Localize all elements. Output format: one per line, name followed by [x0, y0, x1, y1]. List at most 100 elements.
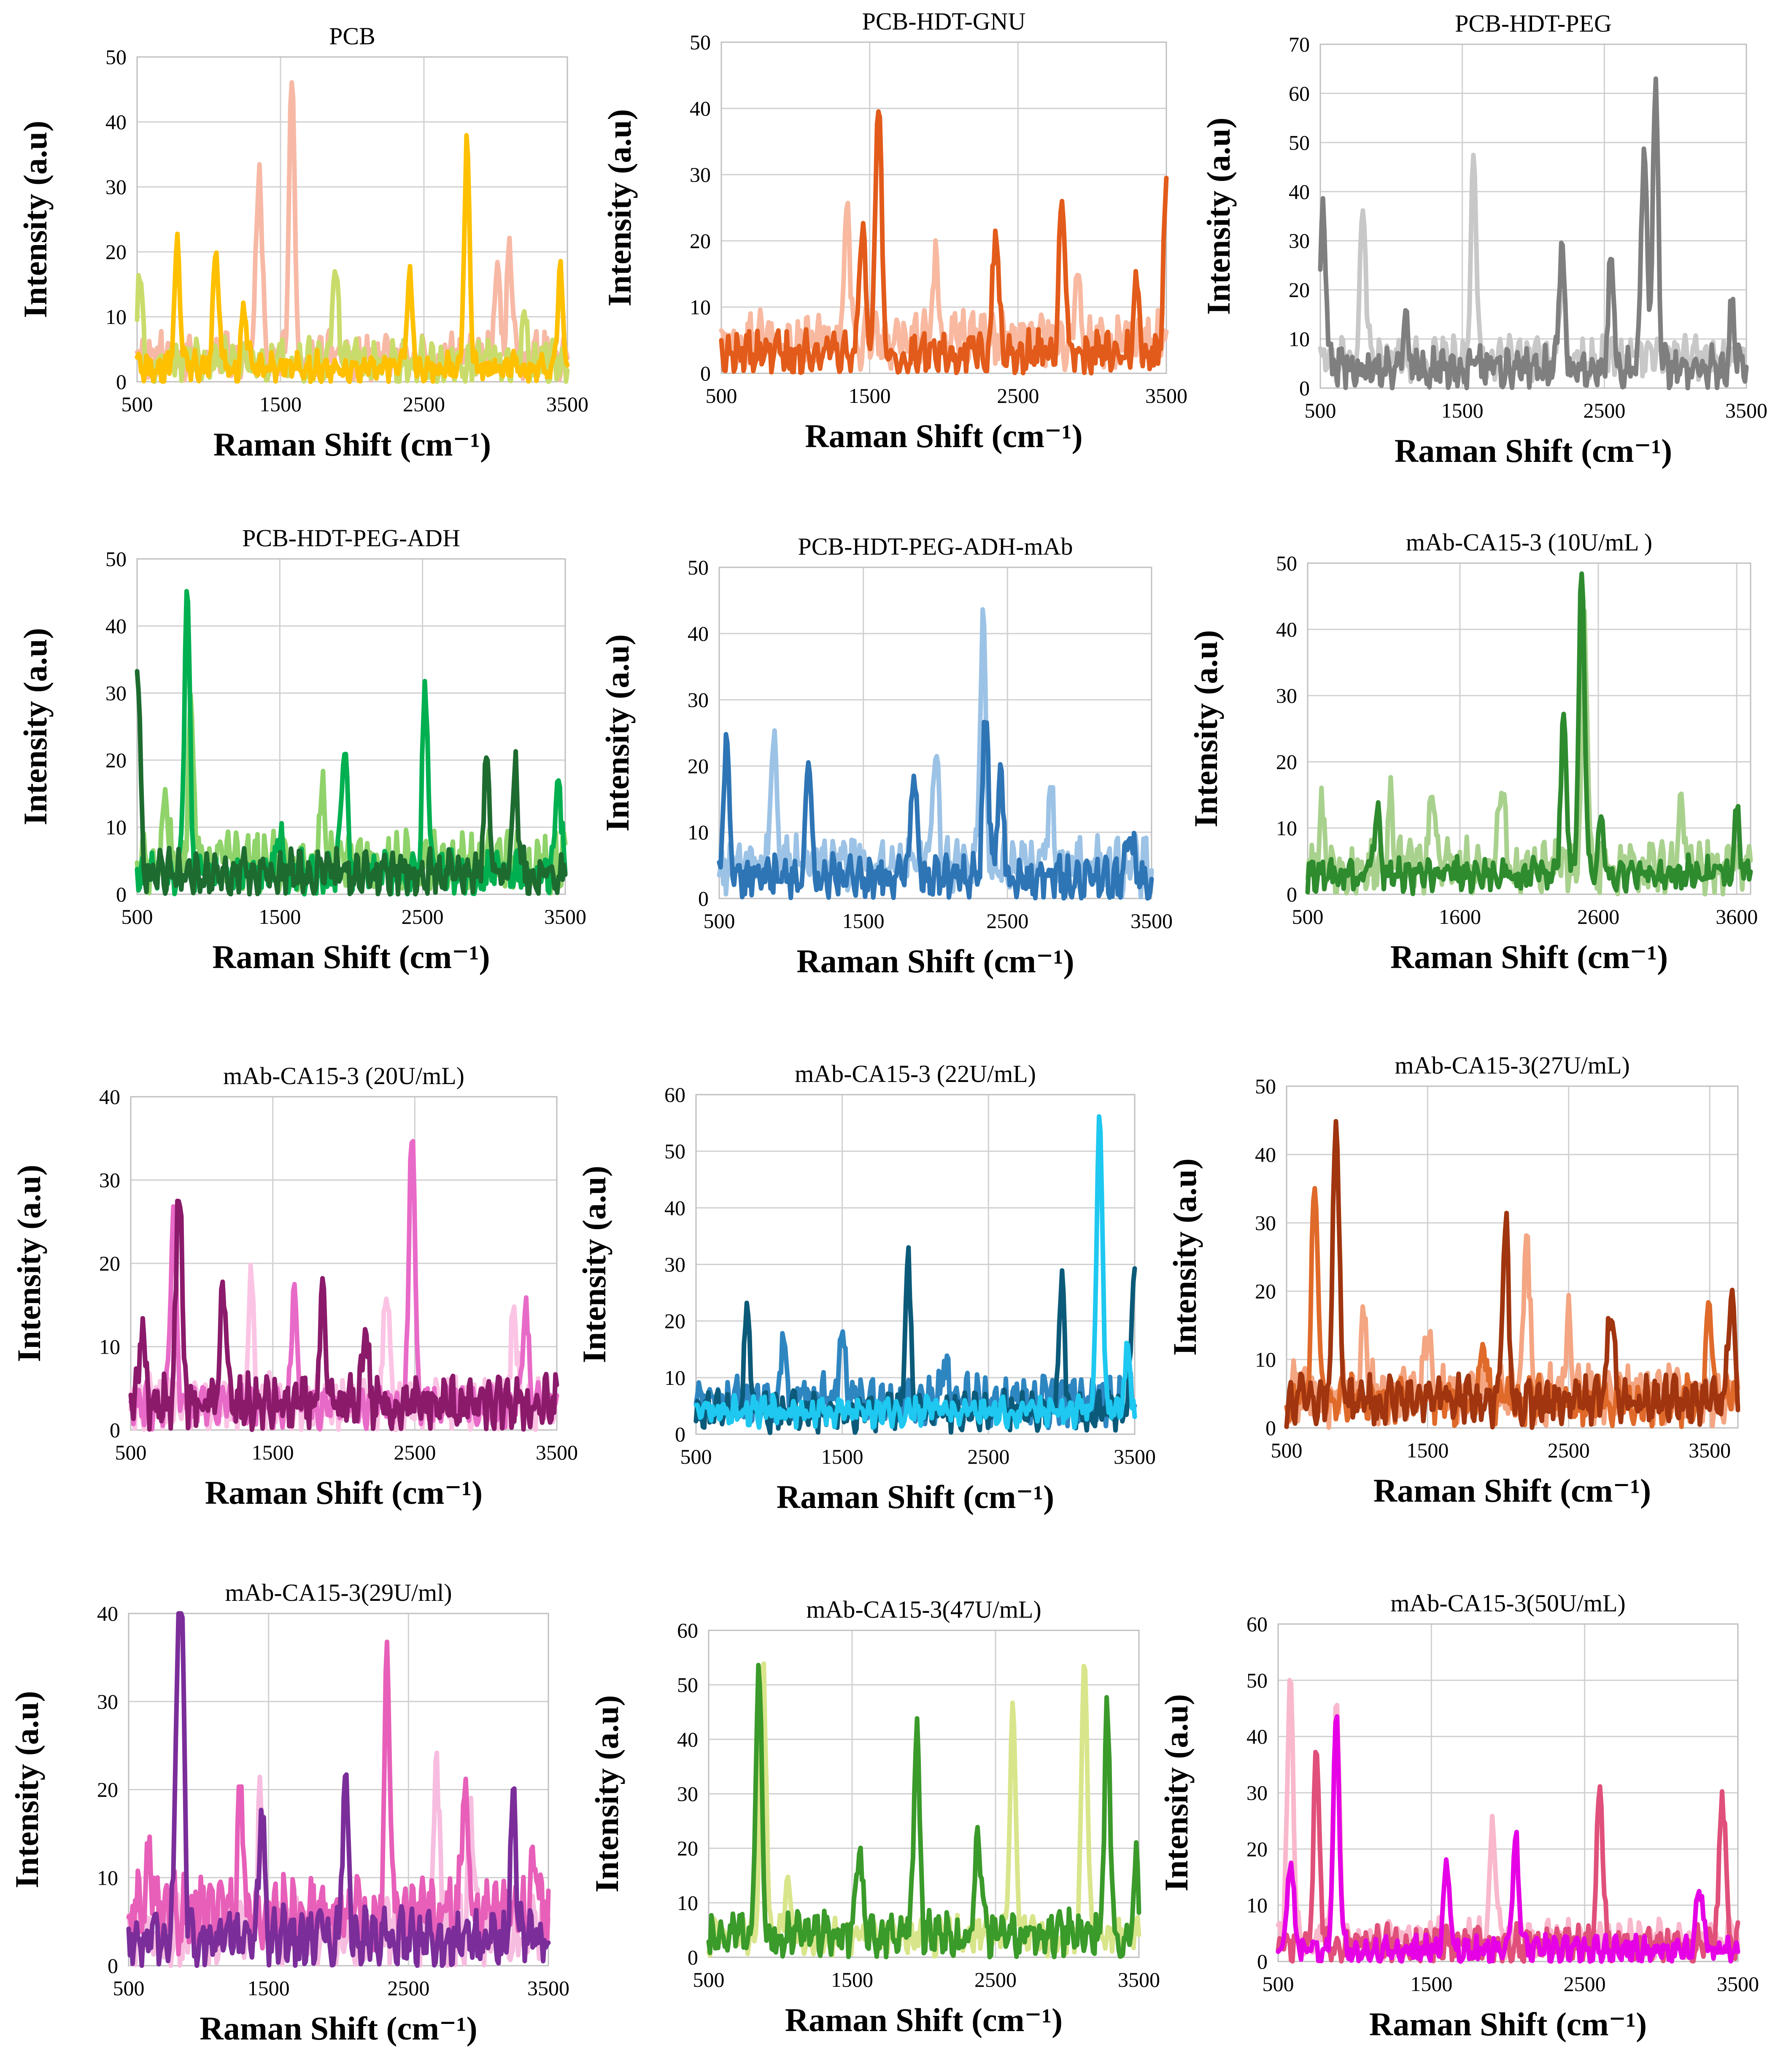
- series-line-1: [135, 80, 570, 383]
- x-axis-label: Raman Shift (cm⁻¹): [805, 418, 1082, 454]
- x-axis-label: Raman Shift (cm⁻¹): [1390, 939, 1668, 975]
- series-line-3: [1284, 1119, 1740, 1430]
- y-tick-label: 20: [1255, 1279, 1276, 1303]
- y-axis-label: Intensity (a.u): [601, 109, 638, 306]
- y-tick-label: 60: [1289, 81, 1310, 105]
- y-axis-label: Intensity (a.u): [17, 121, 54, 318]
- y-tick-label: 50: [677, 1673, 698, 1697]
- x-tick-label: 3500: [544, 905, 586, 928]
- chart-title: PCB: [329, 22, 375, 50]
- series-line-2: [717, 720, 1154, 901]
- chart-title: mAb-CA15-3 (20U/mL): [223, 1062, 464, 1090]
- chart-panel-7: mAb-CA15-3 (20U/mL) 0 10 20 30 40 500 1500 2500 3…: [11, 1062, 578, 1511]
- y-tick-label: 30: [690, 163, 711, 186]
- x-tick-label: 2500: [997, 384, 1039, 407]
- x-tick-label: 2500: [967, 1445, 1009, 1468]
- y-tick-label: 40: [688, 622, 709, 645]
- y-tick-label: 10: [677, 1891, 698, 1915]
- chart-panel-10: mAb-CA15-3(29U/ml) 0 10 20 30 40 500 1500 2500 35…: [8, 1579, 569, 2047]
- y-tick-label: 30: [1276, 684, 1297, 707]
- y-tick-label: 0: [698, 887, 709, 910]
- y-tick-label: 0: [1287, 882, 1297, 906]
- chart-title: mAb-CA15-3 (10U/mL ): [1406, 529, 1652, 556]
- series-line-1: [1318, 152, 1749, 384]
- y-axis-label: Intensity (a.u): [8, 1691, 45, 1888]
- chart-title: PCB-HDT-PEG-ADH: [242, 524, 460, 552]
- x-tick-label: 3500: [1114, 1445, 1156, 1468]
- y-tick-label: 40: [1289, 180, 1310, 203]
- y-tick-label: 10: [1289, 327, 1310, 351]
- chart-panel-5: PCB-HDT-PEG-ADH-mAb 0 10 20 30 40 50 500 1500 250…: [599, 533, 1173, 979]
- y-tick-label: 10: [1276, 816, 1297, 840]
- chart-title: mAb-CA15-3(27U/mL): [1395, 1052, 1630, 1079]
- x-tick-label: 3500: [1130, 909, 1173, 933]
- y-axis-label: Intensity (a.u): [1200, 117, 1237, 315]
- y-tick-label: 0: [688, 1945, 698, 1969]
- x-tick-label: 3500: [527, 1976, 569, 2000]
- y-tick-label: 30: [1289, 229, 1310, 253]
- y-tick-label: 20: [97, 1778, 118, 1802]
- y-tick-label: 30: [105, 175, 127, 199]
- y-tick-label: 30: [688, 688, 709, 712]
- y-tick-label: 50: [105, 45, 127, 69]
- series-line-2: [706, 1662, 1141, 1959]
- series-line-2: [1305, 571, 1753, 896]
- x-tick-label: 1500: [1410, 1972, 1452, 1996]
- x-tick-label: 2500: [1583, 399, 1625, 422]
- y-tick-label: 40: [1246, 1725, 1268, 1748]
- x-axis-label: Raman Shift (cm⁻¹): [777, 1478, 1054, 1515]
- x-axis-label: Raman Shift (cm⁻¹): [200, 2010, 477, 2047]
- x-axis-label: Raman Shift (cm⁻¹): [1395, 432, 1672, 469]
- y-tick-label: 70: [1289, 32, 1310, 56]
- x-tick-label: 3500: [1118, 1968, 1160, 1991]
- x-tick-label: 1500: [1406, 1438, 1449, 1462]
- y-tick-label: 0: [675, 1422, 685, 1446]
- y-tick-label: 10: [1255, 1348, 1276, 1371]
- y-tick-label: 50: [1255, 1074, 1276, 1098]
- x-tick-label: 500: [1263, 1972, 1294, 1996]
- y-tick-label: 20: [1246, 1837, 1268, 1861]
- y-tick-label: 50: [1276, 551, 1297, 575]
- y-tick-label: 0: [108, 1954, 118, 1978]
- chart-panel-9: mAb-CA15-3(27U/mL) 0 10 20 30 40 50 500 1500 2500…: [1166, 1052, 1740, 1509]
- y-tick-label: 20: [1289, 278, 1310, 302]
- x-tick-label: 2500: [394, 1441, 436, 1464]
- x-tick-label: 500: [115, 1441, 147, 1464]
- x-tick-label: 1500: [252, 1441, 294, 1464]
- x-tick-label: 1500: [248, 1976, 290, 2000]
- y-tick-label: 10: [664, 1366, 685, 1389]
- x-tick-label: 2500: [403, 392, 445, 416]
- x-tick-label: 1500: [831, 1968, 873, 1991]
- y-tick-label: 40: [105, 110, 127, 134]
- plot-area: [1307, 562, 1751, 895]
- series-line-3: [135, 133, 570, 384]
- y-tick-label: 20: [105, 240, 127, 264]
- chart-panel-4: PCB-HDT-PEG-ADH 0 10 20 30 40 50 500 1500 2500 350…: [17, 524, 586, 975]
- x-tick-label: 500: [121, 905, 153, 928]
- x-tick-label: 500: [704, 909, 735, 933]
- x-tick-label: 1500: [842, 909, 885, 933]
- chart-panel-6: mAb-CA15-3 (10U/mL ) 0 10 20 30 40 50 500 1600 26…: [1187, 529, 1758, 975]
- x-tick-label: 1500: [259, 392, 302, 416]
- y-tick-label: 50: [690, 30, 711, 54]
- x-tick-label: 3500: [1717, 1972, 1759, 1996]
- y-tick-label: 0: [1265, 1416, 1276, 1440]
- y-tick-label: 0: [116, 882, 127, 906]
- y-tick-label: 40: [664, 1196, 685, 1219]
- x-tick-label: 500: [121, 392, 153, 416]
- y-tick-label: 60: [677, 1619, 698, 1642]
- x-axis-label: Raman Shift (cm⁻¹): [213, 426, 491, 463]
- y-tick-label: 0: [116, 370, 127, 394]
- plot-area: [718, 567, 1152, 899]
- x-tick-label: 500: [680, 1445, 712, 1468]
- y-tick-label: 10: [1246, 1894, 1268, 1917]
- y-tick-label: 20: [664, 1309, 685, 1333]
- x-axis-label: Raman Shift (cm⁻¹): [212, 939, 490, 975]
- y-tick-label: 10: [99, 1335, 120, 1359]
- chart-panel-8: mAb-CA15-3 (22U/mL) 0 10 20 30 40 50 60 500 1500 2…: [576, 1060, 1156, 1515]
- y-axis-label: Intensity (a.u): [11, 1165, 47, 1362]
- y-tick-label: 30: [99, 1168, 120, 1192]
- y-tick-label: 30: [1255, 1211, 1276, 1235]
- chart-title: mAb-CA15-3(47U/mL): [806, 1596, 1041, 1623]
- y-tick-label: 30: [105, 681, 127, 705]
